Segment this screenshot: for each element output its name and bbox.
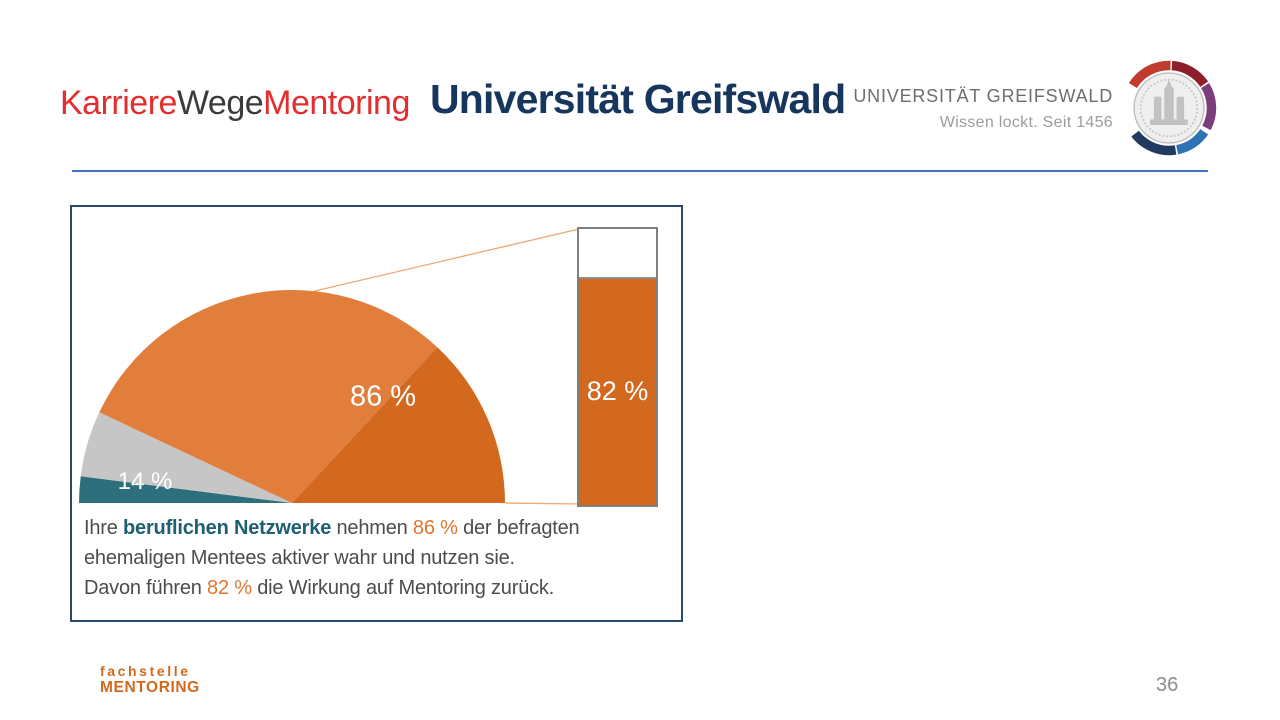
chart-panel: 86 % 14 % 82 % Ihre beruflichen Netzwerk… — [70, 205, 683, 622]
caption-highlight-networks: beruflichen Netzwerke — [123, 517, 332, 539]
pie-slice-label-14: 14 % — [117, 468, 173, 495]
logo-part-mentoring: Mentoring — [263, 84, 410, 122]
caption-text: die Wirkung auf Mentoring zurück. — [251, 577, 555, 599]
caption-text: nehmen — [331, 517, 413, 539]
caption-text: Ihre — [84, 517, 124, 539]
fachstelle-mentoring-logo: fachstelle MENTORING — [100, 664, 200, 696]
caption-highlight-86: 86 % — [412, 517, 458, 539]
logo-part-karriere: Karriere — [60, 84, 177, 122]
pie-slice-label-86: 86 % — [349, 380, 417, 413]
bar-value-label: 82 % — [586, 376, 649, 407]
caption-text: der befragten — [457, 517, 580, 539]
university-name: UNIVERSITÄT GREIFSWALD — [853, 86, 1113, 106]
fachstelle-logo-line2: MENTORING — [100, 679, 200, 696]
university-tagline: Wissen lockt. Seit 1456 — [939, 114, 1113, 131]
bar-of-pie-chart — [79, 228, 580, 505]
bar-value-segment: 82 % — [579, 278, 656, 505]
caption-text: Davon führen — [84, 577, 208, 599]
breakout-bar: 82 % — [577, 227, 658, 507]
slide-title: Universität Greifswald — [430, 76, 846, 122]
seal-emblem — [1150, 79, 1188, 125]
chart-caption: Ihre beruflichen Netzwerke nehmen 86 % d… — [84, 513, 674, 603]
header-divider — [72, 170, 1208, 172]
university-seal-icon — [1128, 60, 1217, 156]
fachstelle-logo-line1: fachstelle — [100, 663, 191, 679]
page-number: 36 — [1156, 674, 1179, 696]
university-wordmark: UNIVERSITÄT GREIFSWALD Wissen lockt. Sei… — [853, 86, 1113, 132]
caption-highlight-82: 82 % — [207, 577, 252, 599]
karrierewegementoring-logo: KarriereWegeMentoring — [60, 84, 410, 123]
caption-text: ehemaligen Mentees aktiver wahr und nutz… — [84, 547, 515, 569]
bar-remainder-segment — [579, 229, 656, 279]
logo-part-wege: Wege — [176, 84, 264, 122]
